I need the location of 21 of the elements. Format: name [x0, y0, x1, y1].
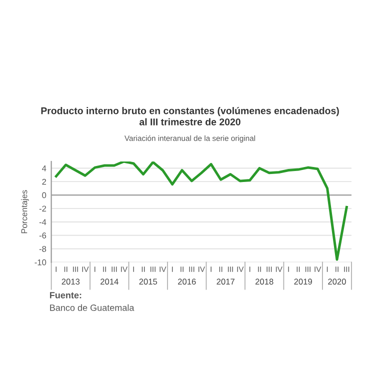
- text: 2014: [100, 278, 118, 285]
- source-note: Fuente:: [50, 292, 82, 298]
- y-tick-label: -6: [39, 232, 46, 238]
- y-tick-label: -8: [39, 246, 46, 252]
- text: 2015: [139, 278, 158, 285]
- y-tick-label: 0: [42, 192, 46, 198]
- y-tick-label: 4: [42, 166, 46, 172]
- y-tick-label: -4: [39, 219, 46, 225]
- y-tick-label: -2: [39, 206, 46, 212]
- text: 2020: [328, 278, 346, 285]
- text: 2018: [255, 278, 274, 285]
- text: Banco de Guatemala: [50, 304, 134, 311]
- y-tick-label: 2: [42, 178, 46, 185]
- text: 2013: [62, 278, 80, 285]
- y-axis-title: Porcentajes: [21, 190, 29, 234]
- y-tick-label: -10: [34, 259, 46, 266]
- text: 2019: [294, 278, 312, 285]
- chart-title: Producto interno bruto en constantes (volúmenes encadenados) al III trimestre de 2020: [41, 106, 339, 126]
- text: 2017: [216, 278, 234, 285]
- line-series: [54, 162, 348, 261]
- text: 2016: [178, 278, 196, 285]
